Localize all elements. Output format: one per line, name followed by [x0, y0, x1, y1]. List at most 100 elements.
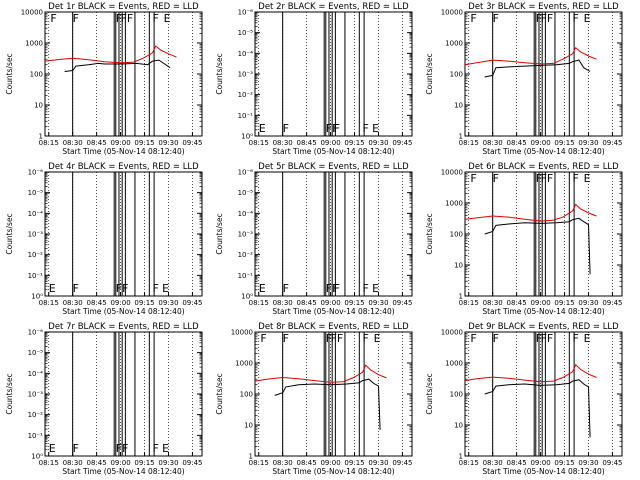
- y-axis-label: Counts/sec: [215, 213, 224, 254]
- y-axis-label: Counts/sec: [425, 373, 434, 414]
- x-tick-label: 08:30: [483, 139, 503, 147]
- y-tick-label: 10⁻¹: [238, 112, 254, 120]
- flag-label: F: [334, 122, 340, 135]
- x-axis-label: Start Time (05-Nov-14 08:12:40): [482, 307, 604, 316]
- x-tick-label: 08:30: [273, 459, 293, 467]
- x-tick-label: 09:15: [134, 139, 154, 147]
- x-tick-label: 09:30: [158, 299, 178, 307]
- y-tick-label: 10⁻¹: [28, 272, 44, 280]
- x-tick-label: 08:45: [87, 299, 107, 307]
- y-tick-label: 10000: [441, 329, 463, 337]
- flag-label: E: [164, 12, 171, 25]
- y-tick-label: 1: [459, 453, 463, 461]
- panel-title: Det 7r BLACK = Events, RED = LLD: [48, 322, 199, 332]
- x-tick-label: 09:15: [554, 139, 574, 147]
- x-tick-label: 09:15: [554, 459, 574, 467]
- panel-det-9: Det 9r BLACK = Events, RED = LLD 08:15 08:…: [425, 322, 623, 476]
- x-axis-label: Start Time (05-Nov-14 08:12:40): [482, 147, 604, 156]
- y-tick-label: 10⁻⁵: [238, 29, 254, 37]
- flag-label: E: [372, 282, 379, 295]
- flag-label: E: [49, 282, 56, 295]
- x-tick-label: 08:30: [483, 299, 503, 307]
- y-axis-label: Counts/sec: [215, 53, 224, 94]
- x-tick-label: 09:45: [392, 139, 412, 147]
- flag-label: F: [260, 332, 266, 345]
- series-line-lld: [464, 363, 597, 383]
- x-tick-label: 09:00: [110, 299, 130, 307]
- x-tick-label: 09:15: [134, 299, 154, 307]
- flag-label: E: [162, 282, 169, 295]
- x-tick-label: 09:00: [530, 299, 550, 307]
- series-line-events: [484, 217, 591, 275]
- x-tick-label: 08:30: [63, 459, 83, 467]
- flag-label: F: [153, 442, 159, 455]
- x-tick-label: 09:15: [344, 299, 364, 307]
- flag-label: F: [153, 282, 159, 295]
- y-tick-label: 10: [454, 102, 463, 110]
- x-tick-label: 08:15: [249, 459, 269, 467]
- flag-label: F: [573, 12, 579, 25]
- x-tick-label: 09:00: [530, 459, 550, 467]
- panel-title: Det 2r BLACK = Events, RED = LLD: [258, 2, 409, 12]
- y-tick-label: 10⁻⁴: [238, 50, 254, 58]
- flag-label: F: [153, 12, 159, 25]
- x-tick-label: 08:45: [507, 139, 527, 147]
- x-tick-label: 09:45: [182, 459, 202, 467]
- plot-frame: [44, 11, 203, 137]
- y-tick-label: 10⁻⁶: [238, 9, 254, 17]
- flag-label: F: [493, 332, 499, 345]
- flag-label: FF: [331, 332, 344, 345]
- y-axis-label: Counts/sec: [5, 53, 14, 94]
- flag-label: F: [73, 442, 79, 455]
- y-tick-label: 10: [454, 422, 463, 430]
- x-tick-label: 09:00: [110, 139, 130, 147]
- flag-label: F: [493, 12, 499, 25]
- x-tick-label: 09:30: [158, 459, 178, 467]
- plot-frame: [254, 11, 413, 137]
- x-tick-label: 08:30: [483, 459, 503, 467]
- flag-label: F: [116, 12, 122, 25]
- y-tick-label: 10⁻³: [238, 71, 254, 79]
- x-tick-label: 09:00: [320, 459, 340, 467]
- x-tick-label: 09:30: [368, 299, 388, 307]
- flag-label: FF: [116, 442, 129, 455]
- flag-label: E: [584, 12, 591, 25]
- series-line-events: [484, 379, 591, 438]
- x-tick-label: 08:15: [459, 459, 479, 467]
- y-tick-label: 10⁻⁵: [28, 349, 44, 357]
- x-tick-label: 08:15: [39, 139, 59, 147]
- y-tick-label: 10⁻⁶: [28, 169, 44, 177]
- y-tick-label: 10000: [441, 9, 463, 17]
- y-tick-label: 10⁻²: [28, 251, 44, 259]
- panel-title: Det 1r BLACK = Events, RED = LLD: [48, 2, 199, 12]
- panel-title: Det 4r BLACK = Events, RED = LLD: [48, 162, 199, 172]
- flag-label: F: [363, 122, 369, 135]
- flag-label: F: [573, 172, 579, 185]
- x-axis-label: Start Time (05-Nov-14 08:12:40): [62, 307, 184, 316]
- y-tick-label: 10⁻⁴: [238, 210, 254, 218]
- x-tick-label: 08:15: [249, 299, 269, 307]
- x-axis-label: Start Time (05-Nov-14 08:12:40): [272, 147, 394, 156]
- x-tick-label: 09:30: [578, 299, 598, 307]
- flag-label: F: [536, 332, 542, 345]
- plot-frame: [464, 331, 623, 457]
- plot-frame: [254, 171, 413, 297]
- x-axis-label: Start Time (05-Nov-14 08:12:40): [272, 467, 394, 476]
- series-line-lld: [254, 364, 387, 383]
- y-tick-label: 10⁻²: [238, 251, 254, 259]
- y-tick-label: 10⁰: [31, 453, 43, 461]
- panel-det-7: Det 7r BLACK = Events, RED = LLD 08:15 08:…: [5, 322, 203, 476]
- series-line-events: [64, 59, 171, 72]
- x-tick-label: 08:15: [39, 459, 59, 467]
- plot-frame: [464, 171, 623, 297]
- x-tick-label: 08:15: [249, 139, 269, 147]
- x-tick-label: 09:45: [182, 139, 202, 147]
- x-axis-label: Start Time (05-Nov-14 08:12:40): [272, 307, 394, 316]
- y-axis-label: Counts/sec: [215, 373, 224, 414]
- series-line-lld: [44, 45, 177, 64]
- x-tick-label: 09:30: [158, 139, 178, 147]
- y-axis-label: Counts/sec: [5, 373, 14, 414]
- flag-label: FF: [326, 122, 339, 135]
- flag-label: F: [50, 12, 56, 25]
- flag-label: F: [363, 332, 369, 345]
